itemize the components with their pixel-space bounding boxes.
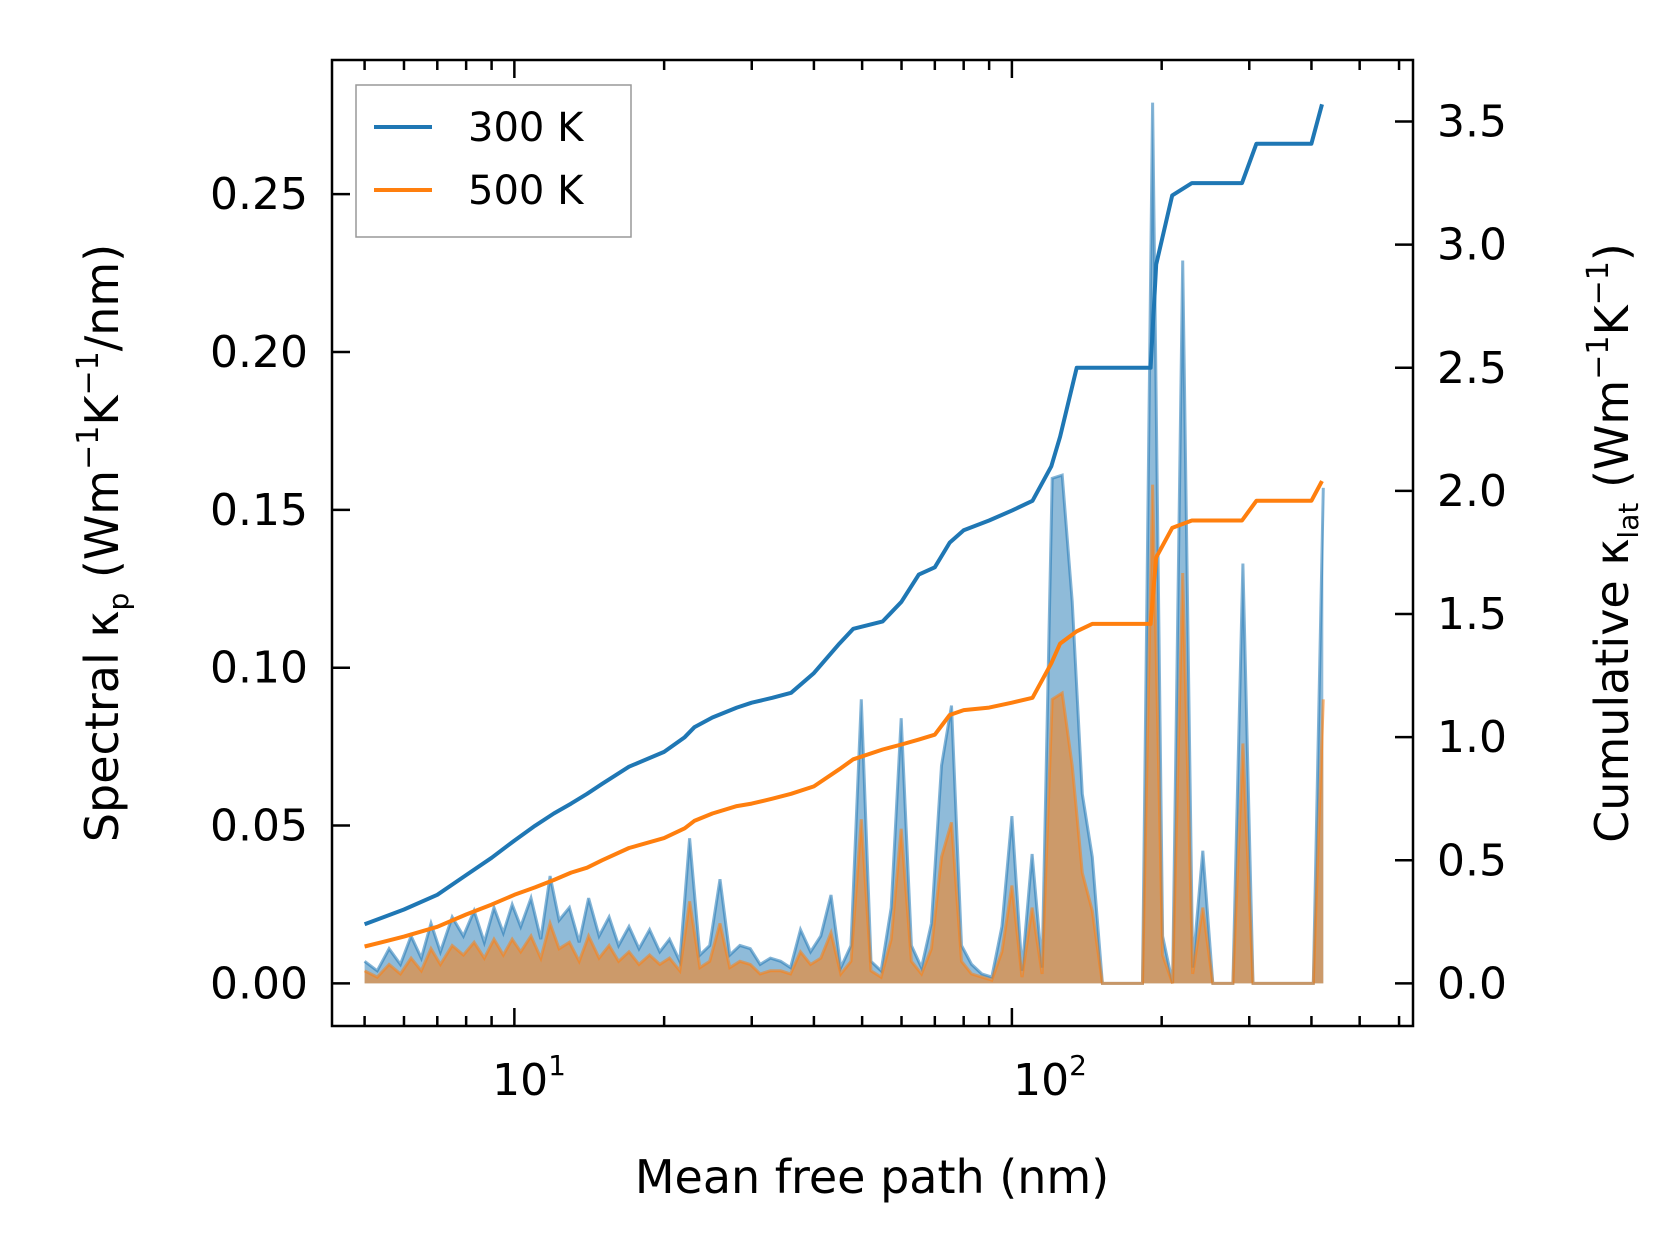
legend-box xyxy=(355,84,632,238)
spectral-layer xyxy=(363,102,1325,985)
y-right-axis-ticks: 0.0 0.5 1.0 1.5 2.0 2.5 3.0 3.5 xyxy=(1395,97,1507,1009)
y-right-tick-label: 0.0 xyxy=(1437,958,1507,1009)
y-left-tick-label: 0.15 xyxy=(210,485,308,536)
cumulative-line-300-k xyxy=(363,103,1324,927)
x-tick-label-10: 101 xyxy=(492,1049,566,1106)
x-tick-label-100: 102 xyxy=(1013,1049,1087,1106)
y-right-tick-label: 3.5 xyxy=(1437,97,1507,148)
y-right-tick-label: 3.0 xyxy=(1437,220,1507,271)
legend-label-300k: 300 K xyxy=(468,105,585,151)
y-left-tick-label: 0.20 xyxy=(210,327,308,378)
y-left-axis-label: Spectral κp (Wm−1K−1/nm) xyxy=(71,244,135,842)
spectral-line-500-k-spectral xyxy=(363,484,1325,985)
plot-frame xyxy=(330,58,1415,1028)
y-left-tick-label: 0.05 xyxy=(210,801,308,852)
cumulative-layer xyxy=(363,103,1324,949)
y-left-axis-ticks: 0.00 0.05 0.10 0.15 0.20 0.25 xyxy=(210,169,350,1009)
legend: 300 K 500 K xyxy=(355,84,632,238)
y-left-tick-label: 0.10 xyxy=(210,643,308,694)
x-axis-label: Mean free path (nm) xyxy=(635,1150,1109,1204)
x-axis-ticks xyxy=(363,60,1401,1026)
y-right-axis-label: Cumulative κlat (Wm−1K−1) xyxy=(1581,243,1645,843)
spectral-line-300-k-spectral xyxy=(363,102,1325,985)
y-right-tick-label: 2.0 xyxy=(1437,466,1507,517)
y-right-tick-label: 2.5 xyxy=(1437,343,1507,394)
y-right-tick-label: 1.5 xyxy=(1437,589,1507,640)
y-left-tick-label: 0.00 xyxy=(210,958,308,1009)
y-left-tick-label: 0.25 xyxy=(210,169,308,220)
y-right-tick-label: 1.0 xyxy=(1437,712,1507,763)
legend-label-500k: 500 K xyxy=(468,168,585,214)
y-right-tick-label: 0.5 xyxy=(1437,835,1507,886)
cumulative-line-500-k xyxy=(364,480,1324,949)
